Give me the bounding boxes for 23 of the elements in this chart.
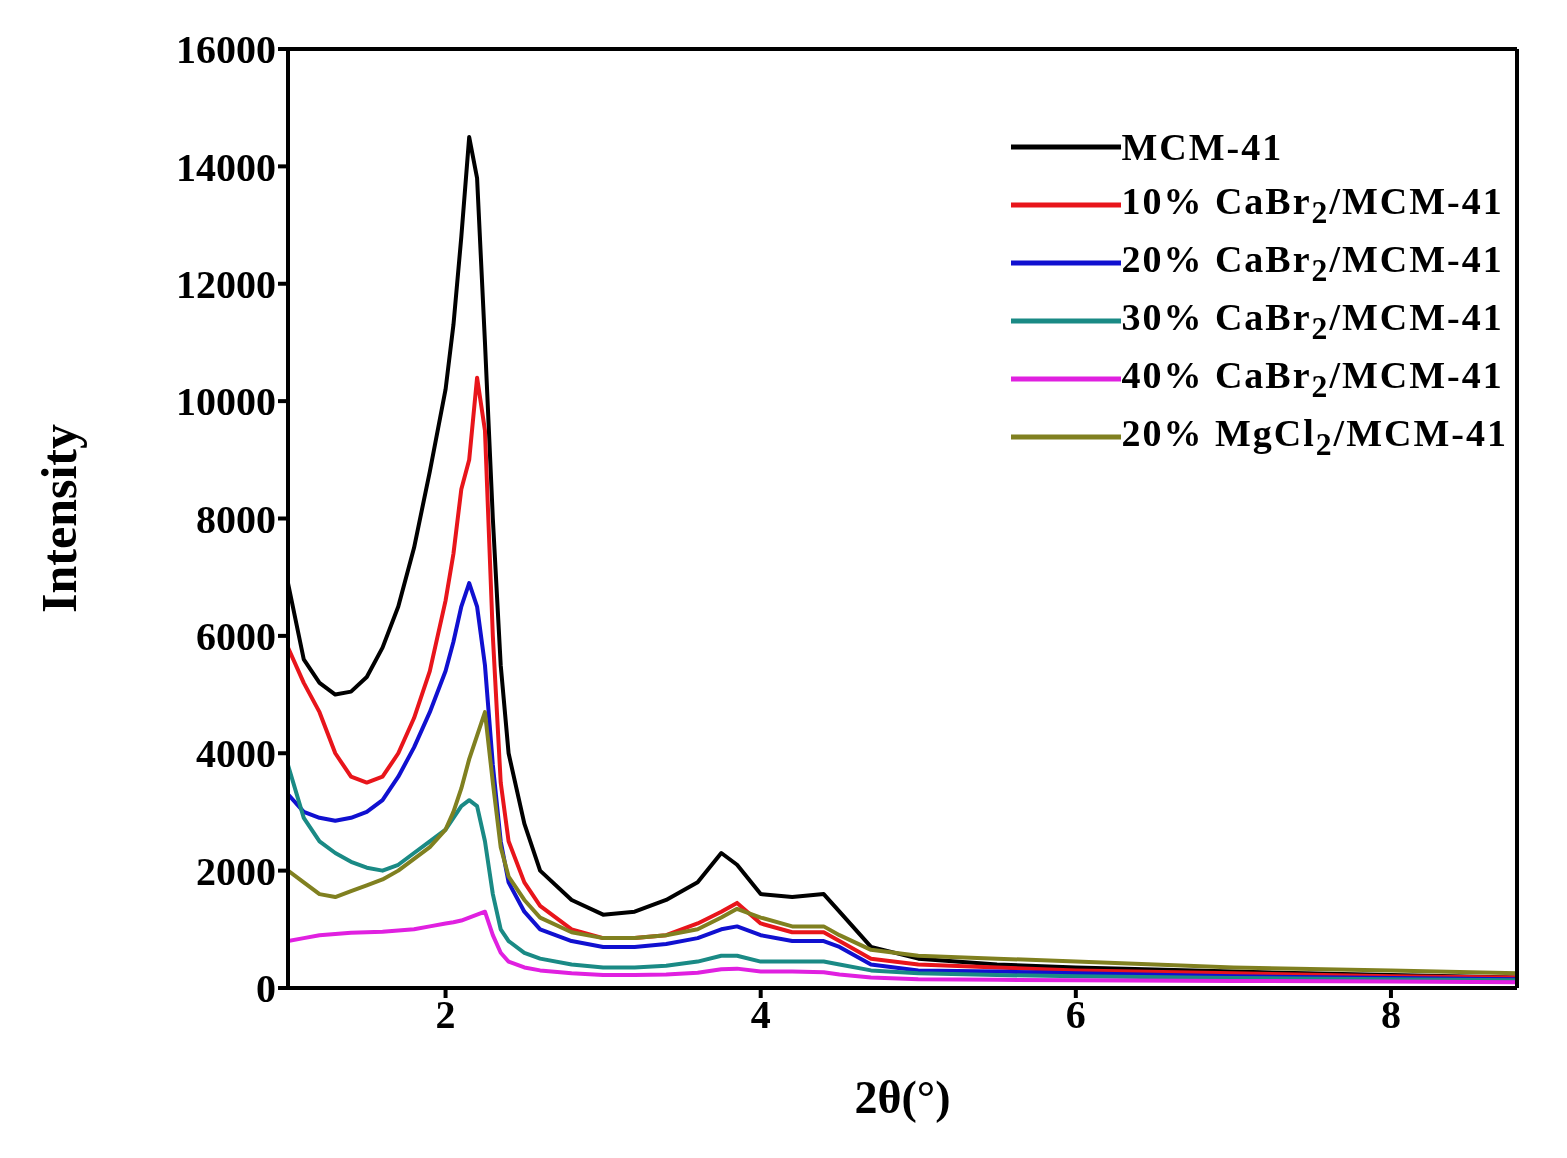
- line-series: [288, 909, 1517, 985]
- legend-label: 40% CaBr$_{2}$/MCM-41: [1121, 353, 1504, 405]
- legend-label: 20% CaBr$_{2}$/MCM-41: [1121, 237, 1504, 289]
- y-tick-label: 14000: [176, 144, 276, 190]
- y-tick-label: 4000: [196, 731, 276, 777]
- legend-label: MCM-41: [1121, 125, 1284, 169]
- y-tick-label: 0: [256, 966, 276, 1012]
- x-tick-label: 6: [1065, 992, 1086, 1038]
- legend-label: 10% CaBr$_{2}$/MCM-41: [1121, 179, 1504, 231]
- x-tick-label: 2: [435, 992, 456, 1038]
- y-tick-label: 2000: [196, 848, 276, 894]
- y-tick-label: 16000: [176, 27, 276, 73]
- legend-label: 30% CaBr$_{2}$/MCM-41: [1121, 295, 1504, 347]
- line-series: [288, 710, 1517, 976]
- y-tick-label: 6000: [196, 614, 276, 660]
- x-tick-label: 4: [750, 992, 771, 1038]
- x-axis-title: 2θ(°): [854, 1072, 951, 1123]
- y-tick-label: 12000: [176, 261, 276, 307]
- y-axis-title: Intensity: [30, 424, 87, 613]
- x-tick-label: 8: [1380, 992, 1401, 1038]
- legend-label: 20% MgCl$_{2}$/MCM-41: [1121, 411, 1508, 463]
- y-tick-label: 8000: [196, 496, 276, 542]
- y-tick-label: 10000: [176, 379, 276, 425]
